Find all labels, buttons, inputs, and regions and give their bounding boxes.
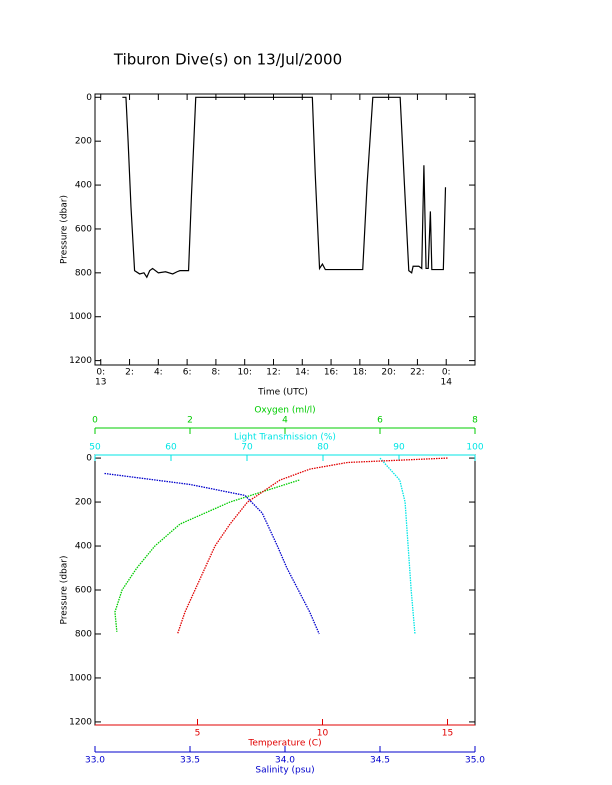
x-axis-label: Oxygen (ml/l) (254, 406, 315, 416)
x-tick-label: 50 (89, 443, 101, 453)
x-tick-label: 18: (353, 368, 367, 378)
x-tick-label: 35.0 (465, 756, 485, 766)
profile-line (104, 472, 320, 635)
x-tick-label: 8 (472, 416, 478, 426)
x-tick-label: 6 (377, 416, 383, 426)
y-tick-label: 0 (86, 454, 92, 464)
y-tick-label: 1200 (69, 356, 92, 366)
x-tick-label: 16: (324, 368, 338, 378)
x-tick-label: 33.5 (180, 756, 200, 766)
x-tick-label: 14: (295, 368, 309, 378)
x-tick-label: 2: (125, 368, 134, 378)
x-tick-label: 6: (183, 368, 192, 378)
x-tick-label: 10 (317, 729, 329, 739)
x-tick-label: 80 (317, 443, 329, 453)
y-tick-label: 1000 (69, 312, 92, 322)
x-tick-label: 10: (237, 368, 251, 378)
x-tick-label: 90 (393, 443, 405, 453)
x-tick-label: 0: (442, 368, 451, 378)
x-tick-label: 2 (187, 416, 193, 426)
x-tick-label: 0 (92, 416, 98, 426)
x-tick-label: 34.0 (275, 756, 295, 766)
y-tick-label: 800 (75, 629, 92, 639)
profile-line (379, 457, 416, 635)
x-tick-sublabel: 14 (440, 378, 452, 388)
x-tick-sublabel: 13 (95, 378, 106, 388)
y-axis-label: Pressure (dbar) (60, 195, 70, 264)
y-tick-label: 600 (75, 224, 92, 234)
y-tick-label: 1000 (69, 673, 92, 683)
x-tick-label: 5 (195, 729, 201, 739)
x-axis-label: Salinity (psu) (255, 766, 314, 776)
x-tick-label: 34.5 (370, 756, 390, 766)
x-tick-label: 60 (165, 443, 177, 453)
plot-frame (94, 93, 476, 366)
y-tick-label: 400 (75, 542, 92, 552)
x-tick-label: 70 (241, 443, 253, 453)
x-tick-label: 22: (410, 368, 424, 378)
y-axis-label: Pressure (dbar) (60, 556, 70, 625)
x-tick-label: 12: (266, 368, 280, 378)
x-tick-label: 20: (381, 368, 395, 378)
depth-line (122, 96, 447, 279)
x-axis-label: Light Transmission (%) (234, 433, 336, 443)
x-tick-label: 33.0 (85, 756, 105, 766)
x-tick-label: 4 (282, 416, 288, 426)
y-tick-label: 0 (86, 93, 92, 103)
y-tick-label: 600 (75, 586, 92, 596)
y-tick-label: 400 (75, 181, 92, 191)
profile-line (176, 457, 448, 635)
x-tick-label: 0: (96, 368, 105, 378)
x-tick-label: 100 (466, 443, 483, 453)
y-tick-label: 200 (75, 498, 92, 508)
x-tick-label: 4: (154, 368, 163, 378)
x-tick-label: 8: (212, 368, 221, 378)
x-axis-label: Time (UTC) (257, 388, 308, 398)
chart-title: Tiburon Dive(s) on 13/Jul/2000 (113, 51, 342, 69)
y-tick-label: 200 (75, 137, 92, 147)
x-axis-label: Temperature (C) (247, 739, 321, 749)
y-tick-label: 800 (75, 268, 92, 278)
y-tick-label: 1200 (69, 717, 92, 727)
x-tick-label: 15 (442, 729, 453, 739)
